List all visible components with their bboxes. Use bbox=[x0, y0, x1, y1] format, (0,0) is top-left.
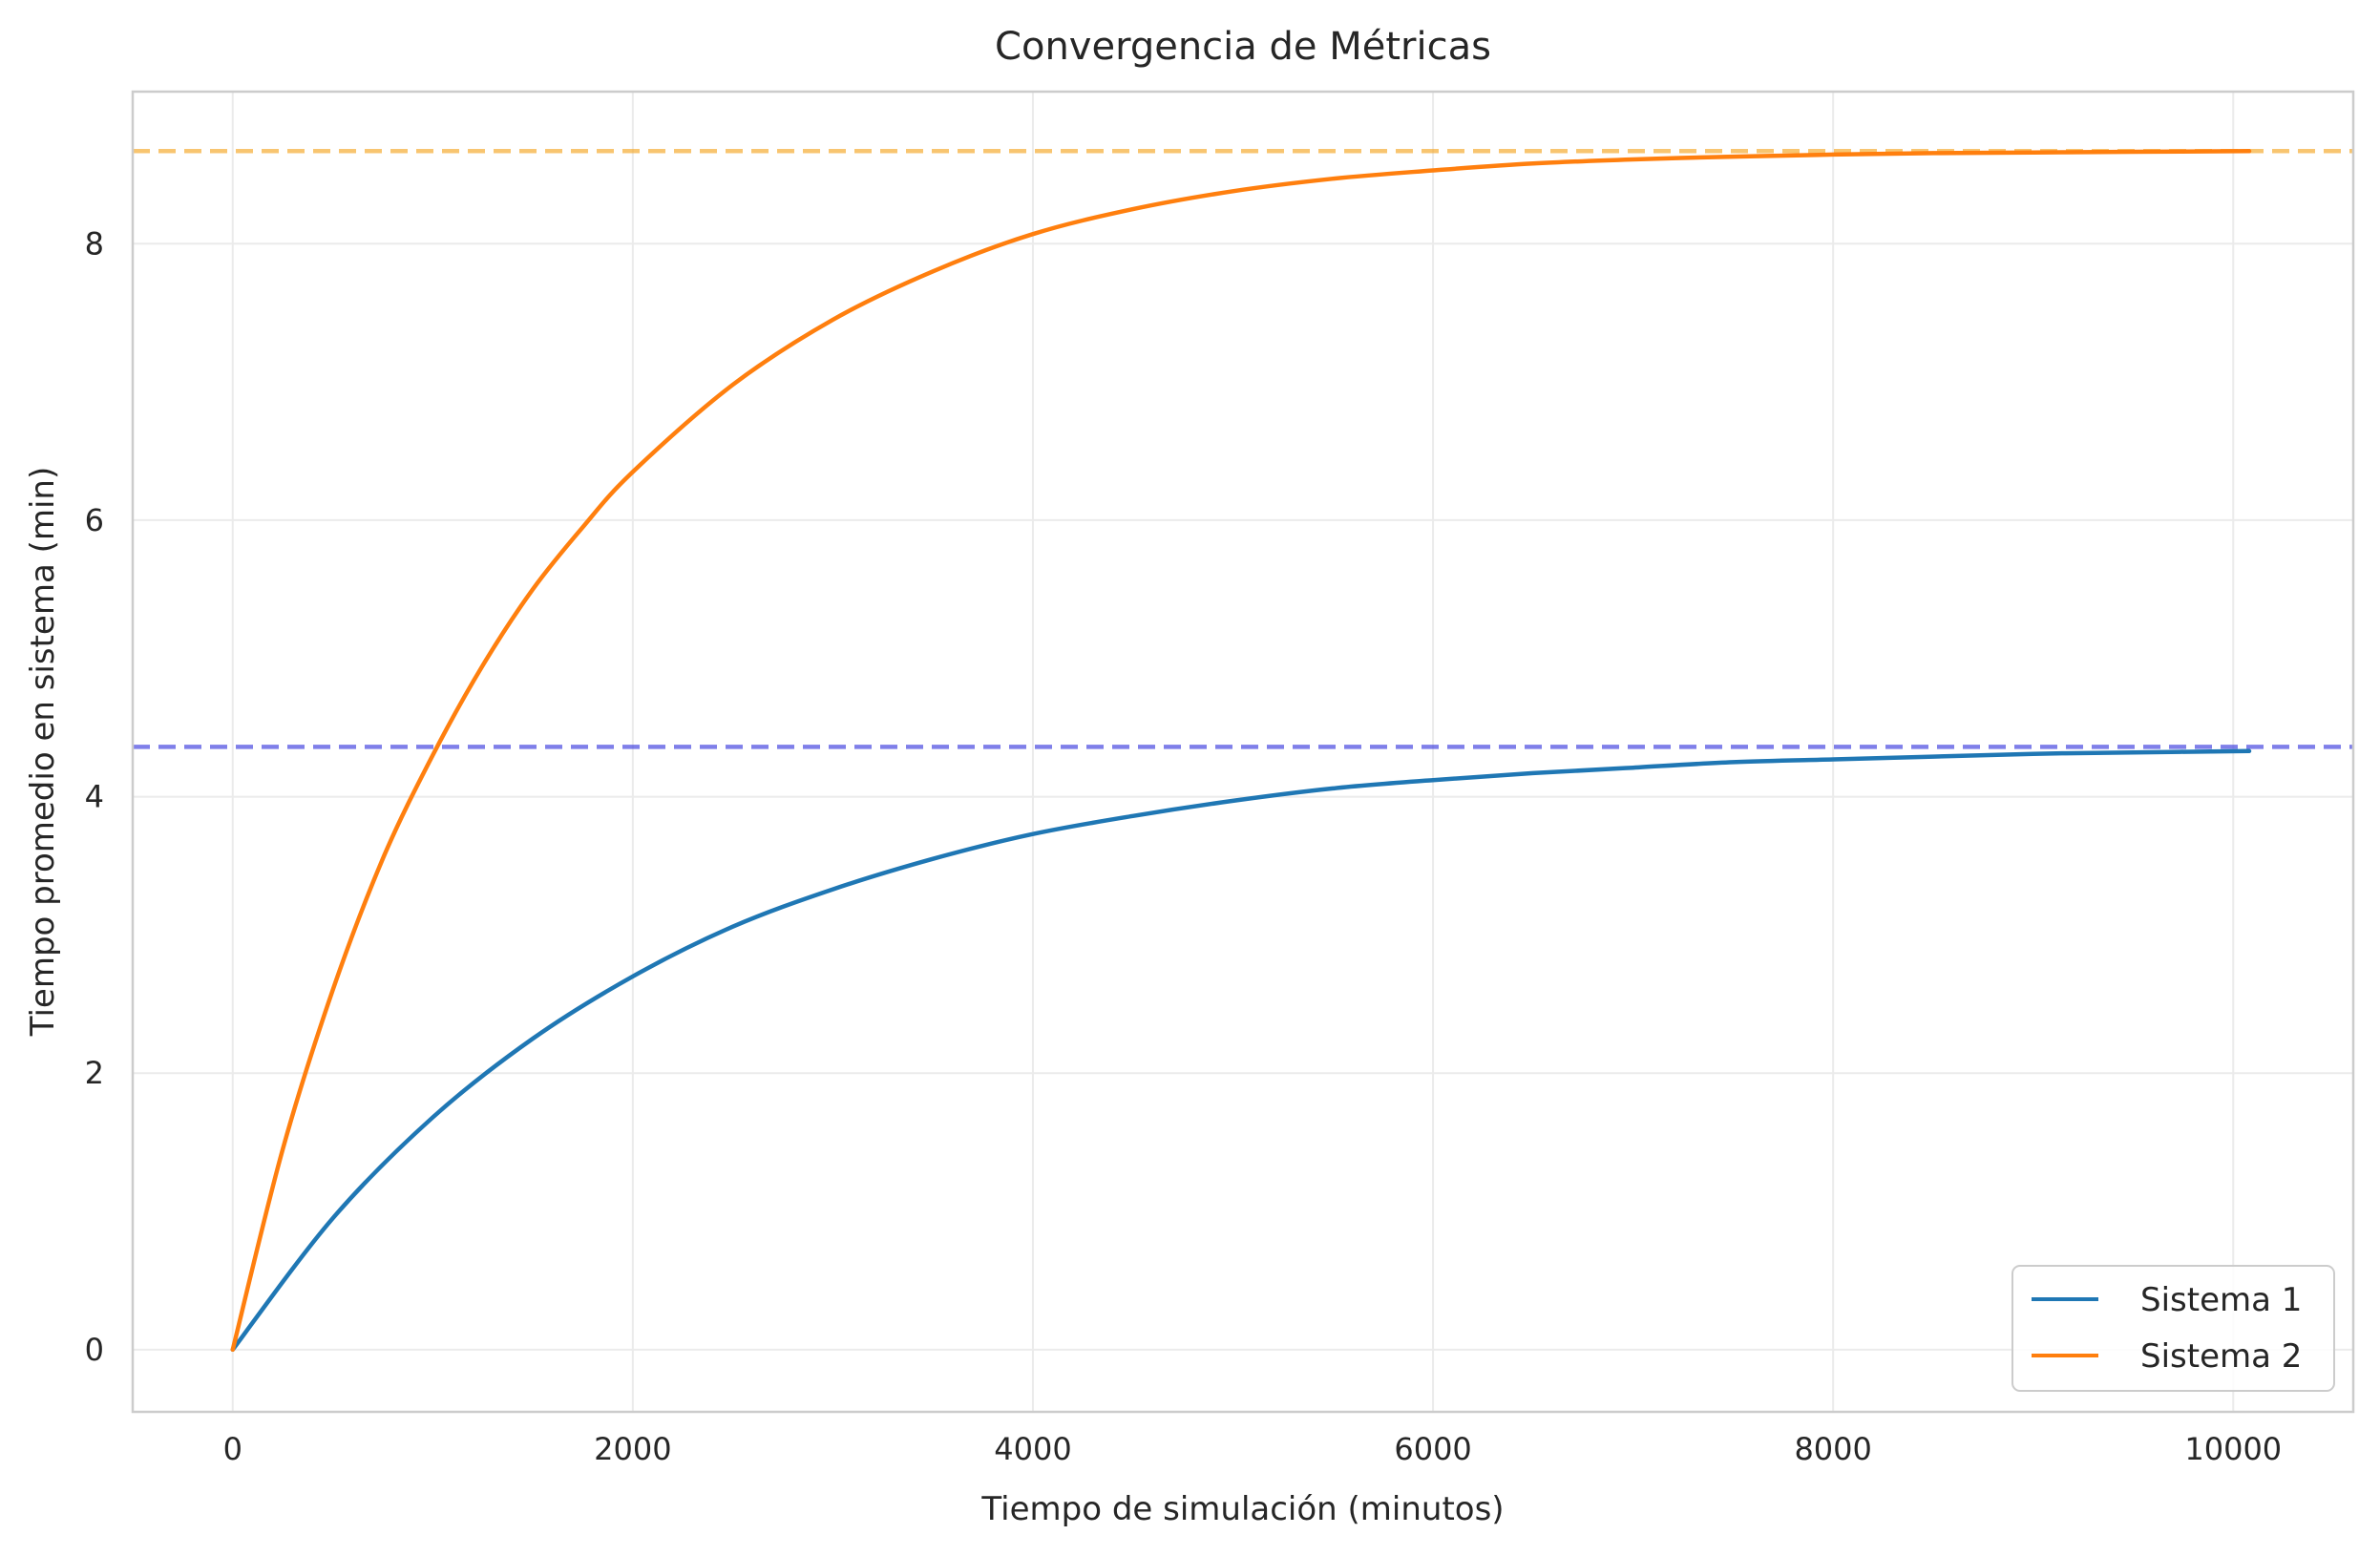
y-axis-label: Tiempo promedio en sistema (min) bbox=[24, 467, 62, 1038]
y-tick-label: 4 bbox=[85, 779, 104, 815]
x-tick-label: 2000 bbox=[594, 1431, 671, 1467]
reference-lines bbox=[133, 149, 2353, 749]
x-tick-label: 10000 bbox=[2184, 1431, 2282, 1467]
series-line-sistema-1 bbox=[230, 748, 2252, 1353]
y-axis-ticks: 0 2 4 6 8 bbox=[85, 225, 104, 1368]
y-tick-label: 8 bbox=[85, 225, 104, 262]
plot-frame bbox=[131, 90, 2355, 1414]
y-tick-label: 0 bbox=[85, 1332, 104, 1368]
y-tick-label: 6 bbox=[85, 502, 104, 538]
series-line-sistema-2 bbox=[230, 149, 2252, 1353]
x-tick-label: 8000 bbox=[1794, 1431, 1871, 1467]
x-tick-label: 0 bbox=[223, 1431, 242, 1467]
chart-title: Convergencia de Métricas bbox=[995, 25, 1491, 69]
grid bbox=[133, 92, 2353, 1412]
x-tick-label: 4000 bbox=[994, 1431, 1071, 1467]
legend-box bbox=[2011, 1265, 2335, 1392]
y-tick-label: 2 bbox=[85, 1055, 104, 1091]
series bbox=[230, 149, 2252, 1353]
x-axis-label: Tiempo de simulación (minutos) bbox=[980, 1490, 1504, 1528]
x-axis-ticks: 0 2000 4000 6000 8000 10000 bbox=[223, 1431, 2283, 1467]
x-tick-label: 6000 bbox=[1394, 1431, 1471, 1467]
legend: Sistema 1 Sistema 2 bbox=[2011, 1265, 2335, 1392]
legend-label-sistema-1: Sistema 1 bbox=[2140, 1281, 2302, 1319]
legend-label-sistema-2: Sistema 2 bbox=[2140, 1337, 2302, 1376]
